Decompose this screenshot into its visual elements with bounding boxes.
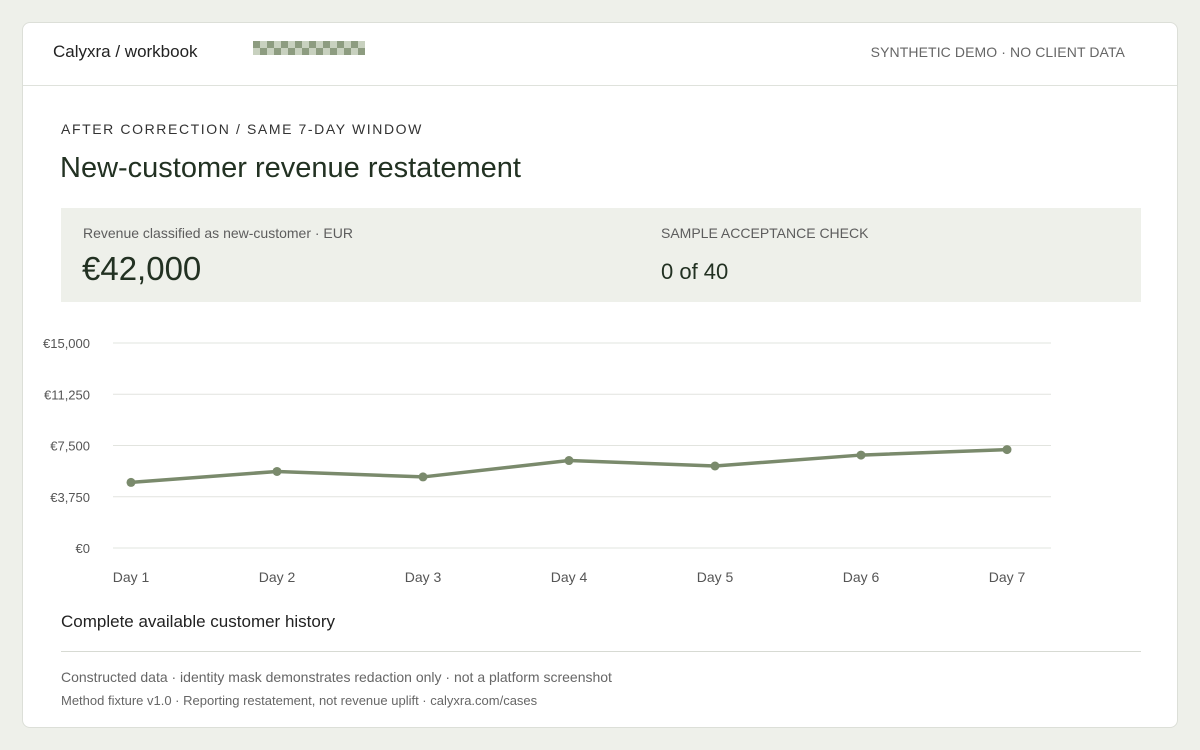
- mask-cell: [253, 48, 260, 55]
- y-tick-label: €7,500: [50, 439, 90, 454]
- chart-caption: Complete available customer history: [61, 612, 336, 631]
- mask-cell: [337, 41, 344, 48]
- x-tick-label: Day 6: [843, 569, 880, 585]
- mask-cell: [281, 41, 288, 48]
- mask-cell: [344, 41, 351, 48]
- x-tick-label: Day 1: [113, 569, 150, 585]
- mask-cell: [351, 48, 358, 55]
- page-title: New-customer revenue restatement: [60, 152, 521, 184]
- revenue-line-chart: €0 €3,750 €7,500 €11,250 €15,000 Day 1 Day 2 Da…: [43, 336, 1051, 585]
- mask-cell: [295, 41, 302, 48]
- mask-cell: [358, 41, 365, 48]
- mask-cell: [323, 41, 330, 48]
- acceptance-check-value: 0 of 40: [661, 259, 729, 284]
- mask-cell: [302, 48, 309, 55]
- synthetic-notice: SYNTHETIC DEMO · NO CLIENT DATA: [870, 44, 1125, 60]
- data-point: [856, 450, 866, 460]
- mask-cell: [358, 48, 365, 55]
- mask-cell: [288, 48, 295, 55]
- revenue-label: Revenue classified as new-customer · EUR: [83, 225, 353, 241]
- brand-breadcrumb[interactable]: Calyxra / workbook: [53, 42, 198, 61]
- data-point: [126, 477, 136, 487]
- mask-cell: [316, 48, 323, 55]
- mask-cell: [351, 41, 358, 48]
- mask-cell: [309, 41, 316, 48]
- x-tick-label: Day 2: [259, 569, 296, 585]
- data-point: [418, 472, 428, 482]
- data-point: [564, 456, 574, 466]
- mask-cell: [267, 41, 274, 48]
- mask-cell: [253, 41, 260, 48]
- top-bar: Calyxra / workbook SYNTHETIC DEMO · NO C…: [23, 23, 1177, 86]
- metrics-panel: Revenue classified as new-customer · EUR…: [61, 208, 1141, 302]
- y-tick-label: €0: [76, 541, 90, 556]
- data-point: [1002, 445, 1012, 455]
- mask-cell: [330, 48, 337, 55]
- footer-divider: [61, 651, 1141, 652]
- y-tick-label: €11,250: [44, 387, 90, 402]
- x-tick-label: Day 7: [989, 569, 1026, 585]
- mask-cell: [274, 41, 281, 48]
- data-point: [272, 466, 282, 476]
- mask-cell: [330, 41, 337, 48]
- mask-cell: [337, 48, 344, 55]
- mask-cell: [302, 41, 309, 48]
- x-tick-label: Day 5: [697, 569, 734, 585]
- mask-cell: [295, 48, 302, 55]
- mask-cell: [281, 48, 288, 55]
- identity-mask: [253, 41, 365, 55]
- mask-cell: [274, 48, 281, 55]
- data-point: [710, 461, 720, 471]
- mask-cell: [309, 48, 316, 55]
- footer-method: Method fixture v1.0 · Reporting restatem…: [61, 693, 538, 708]
- acceptance-check-label: SAMPLE ACCEPTANCE CHECK: [661, 225, 869, 241]
- series-line: [130, 447, 1008, 485]
- mask-cell: [260, 48, 267, 55]
- revenue-value: €42,000: [82, 250, 202, 287]
- mask-cell: [344, 48, 351, 55]
- workbook-card: Calyxra / workbook SYNTHETIC DEMO · NO C…: [22, 22, 1178, 728]
- x-tick-label: Day 4: [551, 569, 588, 585]
- mask-cell: [323, 48, 330, 55]
- mask-cell: [288, 41, 295, 48]
- mask-cell: [260, 41, 267, 48]
- mask-cell: [267, 48, 274, 55]
- y-tick-label: €3,750: [50, 490, 90, 505]
- section-eyebrow: AFTER CORRECTION / SAME 7-DAY WINDOW: [61, 121, 423, 137]
- mask-cell: [316, 41, 323, 48]
- y-tick-label: €15,000: [43, 336, 90, 351]
- footer-disclaimer: Constructed data · identity mask demonst…: [61, 669, 612, 685]
- x-tick-label: Day 3: [405, 569, 442, 585]
